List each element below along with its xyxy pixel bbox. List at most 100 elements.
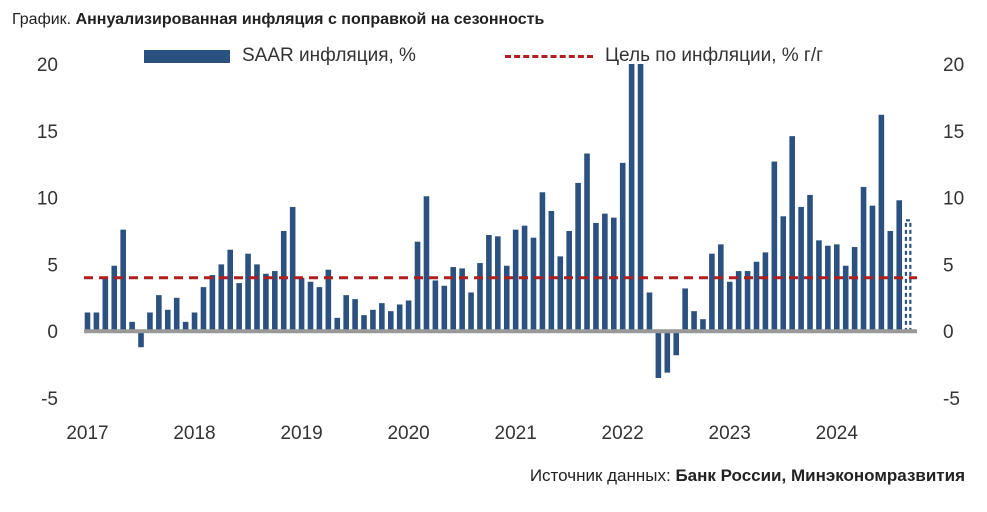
bar <box>584 153 590 332</box>
bar <box>628 64 635 332</box>
bar <box>798 206 804 332</box>
bar <box>280 231 287 332</box>
x-tick-label: 2018 <box>173 423 215 444</box>
y-tick-label-left: 20 <box>37 55 58 76</box>
bar <box>860 186 867 332</box>
bar <box>334 317 341 332</box>
bar <box>396 304 403 332</box>
x-tick-label: 2021 <box>495 423 537 444</box>
x-tick-label: 2019 <box>280 423 322 444</box>
y-tick-label-left: -5 <box>41 389 58 410</box>
bar <box>423 196 430 332</box>
bar <box>887 231 894 332</box>
bar <box>387 311 394 332</box>
bar <box>762 252 769 332</box>
bar <box>682 288 688 332</box>
bar <box>370 309 376 332</box>
bar <box>200 287 207 332</box>
bar <box>254 264 260 332</box>
bar <box>450 267 457 332</box>
y-tick-label-left: 5 <box>47 255 58 276</box>
y-tick-label-right: 0 <box>943 322 954 343</box>
y-tick-label-right: 5 <box>943 255 954 276</box>
bar <box>825 245 831 332</box>
bar <box>512 229 519 332</box>
bar <box>93 312 100 332</box>
bar <box>361 315 367 332</box>
x-tick-label: 2024 <box>816 423 859 444</box>
bar <box>619 162 626 332</box>
bar <box>111 265 118 332</box>
bar <box>709 253 715 332</box>
bar <box>539 192 546 332</box>
legend-item-saar: SAAR инфляция, % <box>144 45 416 67</box>
bar <box>84 312 91 332</box>
bar <box>459 268 465 332</box>
bar <box>343 295 349 332</box>
bar <box>780 216 787 332</box>
bar <box>432 280 439 332</box>
bar <box>753 261 760 332</box>
bar <box>191 312 198 332</box>
bar <box>477 263 483 332</box>
bar <box>566 231 572 332</box>
bar <box>503 265 510 332</box>
bar <box>120 229 126 332</box>
bar <box>307 281 314 332</box>
bar <box>218 264 225 332</box>
bar <box>325 269 332 332</box>
bar <box>896 200 903 332</box>
bar <box>557 256 564 332</box>
bar <box>655 331 662 378</box>
source-text: Банк России, Минэкономразвития <box>675 466 965 485</box>
y-tick-label-left: 10 <box>37 189 58 210</box>
chart-title-prefix: График. <box>12 11 72 28</box>
bar <box>156 295 162 332</box>
bar <box>164 309 171 332</box>
bar <box>289 206 296 332</box>
bar <box>807 194 813 332</box>
bar <box>441 285 448 332</box>
bar <box>147 312 153 332</box>
y-tick-label-left: 0 <box>47 322 58 343</box>
bar <box>851 247 858 332</box>
bar <box>379 303 385 332</box>
bar <box>245 253 251 332</box>
bar <box>316 287 323 332</box>
bar <box>718 244 724 332</box>
bar <box>726 281 733 332</box>
bar <box>209 275 216 332</box>
bar <box>414 241 421 332</box>
legend-label-target: Цель по инфляции, % г/г <box>605 45 824 66</box>
legend-bar-swatch <box>144 49 230 63</box>
bar <box>610 217 617 332</box>
bar <box>700 319 706 332</box>
bar <box>468 292 474 332</box>
bar <box>486 235 492 332</box>
legend-dash-swatch <box>505 54 593 58</box>
bar <box>138 331 144 348</box>
bar <box>173 297 180 332</box>
bar <box>263 273 269 332</box>
bar <box>405 300 412 332</box>
chart-title: График. Аннуализированная инфляция с поп… <box>12 11 544 29</box>
bar <box>673 331 680 356</box>
bar <box>646 292 653 332</box>
bar <box>495 236 501 332</box>
bar <box>102 276 109 332</box>
bar <box>744 271 751 332</box>
y-tick-label-right: -5 <box>943 389 960 410</box>
x-tick-label: 2023 <box>709 423 751 444</box>
bar <box>771 161 778 332</box>
x-tick-label: 2022 <box>602 423 644 444</box>
bar <box>236 283 242 332</box>
y-tick-label-right: 20 <box>943 55 964 76</box>
bar <box>602 213 608 332</box>
y-tick-label-right: 15 <box>943 122 964 143</box>
bar <box>735 271 742 332</box>
x-tick-label: 2020 <box>387 423 429 444</box>
source-prefix: Источник данных: <box>529 466 671 485</box>
source-note: Источник данных: Банк России, Минэкономр… <box>530 466 965 486</box>
bar <box>548 210 555 332</box>
